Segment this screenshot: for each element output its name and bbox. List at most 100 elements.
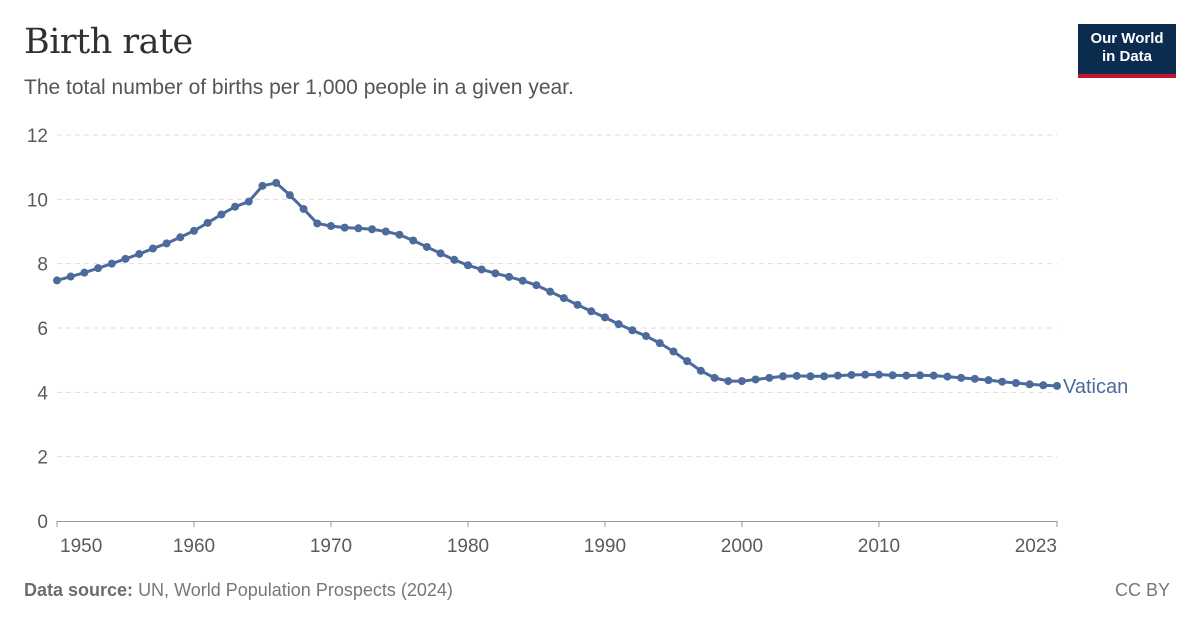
data-point[interactable]: [395, 230, 404, 239]
data-point[interactable]: [957, 373, 966, 382]
data-point[interactable]: [765, 373, 774, 382]
data-point[interactable]: [409, 236, 418, 245]
data-point[interactable]: [107, 259, 116, 268]
data-point[interactable]: [820, 372, 829, 381]
y-tick-label: 2: [37, 448, 48, 469]
x-tick-label: 1990: [584, 536, 626, 557]
data-point[interactable]: [450, 255, 459, 264]
data-point[interactable]: [477, 265, 486, 274]
data-point[interactable]: [203, 218, 212, 227]
data-point[interactable]: [148, 244, 157, 253]
series-line-vatican[interactable]: [56, 181, 1058, 388]
data-point[interactable]: [916, 371, 925, 380]
y-tick-label: 12: [27, 126, 48, 147]
data-point[interactable]: [1011, 379, 1020, 388]
data-point[interactable]: [491, 269, 500, 278]
x-tick-label: 1970: [310, 536, 352, 557]
data-point[interactable]: [861, 370, 870, 379]
data-point[interactable]: [710, 373, 719, 382]
data-point[interactable]: [436, 249, 445, 258]
data-point[interactable]: [66, 272, 75, 281]
data-point[interactable]: [244, 197, 253, 206]
data-point[interactable]: [587, 307, 596, 316]
data-point[interactable]: [189, 226, 198, 235]
grid-lines: [57, 134, 1057, 458]
data-point[interactable]: [1053, 381, 1061, 390]
data-point[interactable]: [929, 371, 938, 380]
owid-logo[interactable]: Our World in Data: [1078, 24, 1176, 78]
data-point[interactable]: [683, 357, 692, 366]
data-point[interactable]: [162, 239, 171, 248]
data-point[interactable]: [381, 227, 390, 236]
data-point[interactable]: [628, 326, 637, 335]
y-tick-label: 8: [37, 255, 48, 276]
data-point[interactable]: [121, 254, 130, 263]
data-point[interactable]: [984, 376, 993, 385]
series-layer: [53, 178, 1061, 390]
data-point[interactable]: [998, 377, 1007, 386]
data-point[interactable]: [614, 320, 623, 329]
data-point[interactable]: [1039, 381, 1048, 390]
data-source: Data source: UN, World Population Prospe…: [24, 580, 453, 601]
data-point[interactable]: [642, 332, 651, 341]
data-point[interactable]: [176, 233, 185, 242]
data-point[interactable]: [272, 178, 281, 187]
series-labels: Vatican: [1063, 376, 1128, 398]
data-point[interactable]: [847, 370, 856, 379]
data-point[interactable]: [724, 377, 733, 386]
x-tick-label: 1960: [173, 536, 215, 557]
data-point[interactable]: [751, 375, 760, 384]
data-point[interactable]: [368, 225, 377, 234]
data-point[interactable]: [326, 222, 335, 231]
data-point[interactable]: [792, 371, 801, 380]
data-point[interactable]: [943, 372, 952, 381]
data-point[interactable]: [600, 313, 609, 322]
data-point[interactable]: [505, 272, 514, 281]
data-point[interactable]: [53, 276, 61, 285]
data-point[interactable]: [532, 281, 541, 290]
data-point[interactable]: [135, 250, 144, 259]
data-point[interactable]: [299, 204, 308, 213]
x-tick-label: 2010: [858, 536, 900, 557]
y-tick-label: 6: [37, 319, 48, 340]
axes: 0 2 4 6 8 10 12 1950 1960 1970 1980 1990 2000 2010 202…: [27, 126, 1058, 557]
data-point[interactable]: [806, 372, 815, 381]
data-point[interactable]: [737, 377, 746, 386]
data-point[interactable]: [94, 264, 103, 273]
license-label[interactable]: CC BY: [1114, 580, 1170, 600]
data-point[interactable]: [970, 374, 979, 383]
data-point[interactable]: [546, 287, 555, 296]
data-point[interactable]: [902, 371, 911, 380]
data-point[interactable]: [696, 366, 705, 375]
data-point[interactable]: [313, 219, 322, 228]
data-point[interactable]: [1025, 380, 1034, 389]
data-point[interactable]: [231, 202, 240, 211]
x-tick-label: 1950: [60, 536, 102, 557]
data-point[interactable]: [422, 242, 431, 251]
data-point[interactable]: [258, 181, 267, 190]
series-label-vatican: Vatican: [1063, 376, 1128, 398]
data-point[interactable]: [888, 371, 897, 380]
data-point[interactable]: [874, 370, 883, 379]
data-point[interactable]: [669, 347, 678, 356]
logo-line-2: in Data: [1101, 48, 1152, 65]
y-tick-label: 0: [37, 512, 48, 533]
data-point[interactable]: [655, 339, 664, 348]
data-point[interactable]: [354, 224, 363, 233]
data-point[interactable]: [779, 372, 788, 381]
data-point[interactable]: [217, 210, 226, 219]
data-point[interactable]: [573, 300, 582, 309]
data-point[interactable]: [833, 371, 842, 380]
data-point[interactable]: [559, 294, 568, 303]
logo-line-1: Our World: [1090, 30, 1164, 47]
data-point[interactable]: [463, 261, 472, 270]
chart-title: Birth rate: [24, 22, 193, 62]
y-tick-label: 4: [37, 383, 48, 404]
data-point[interactable]: [518, 276, 527, 285]
data-point[interactable]: [340, 223, 349, 232]
data-point[interactable]: [285, 191, 294, 200]
data-source-text[interactable]: UN, World Population Prospects (2024): [138, 580, 453, 600]
x-tick-label: 2000: [721, 536, 763, 557]
data-point[interactable]: [80, 268, 89, 277]
